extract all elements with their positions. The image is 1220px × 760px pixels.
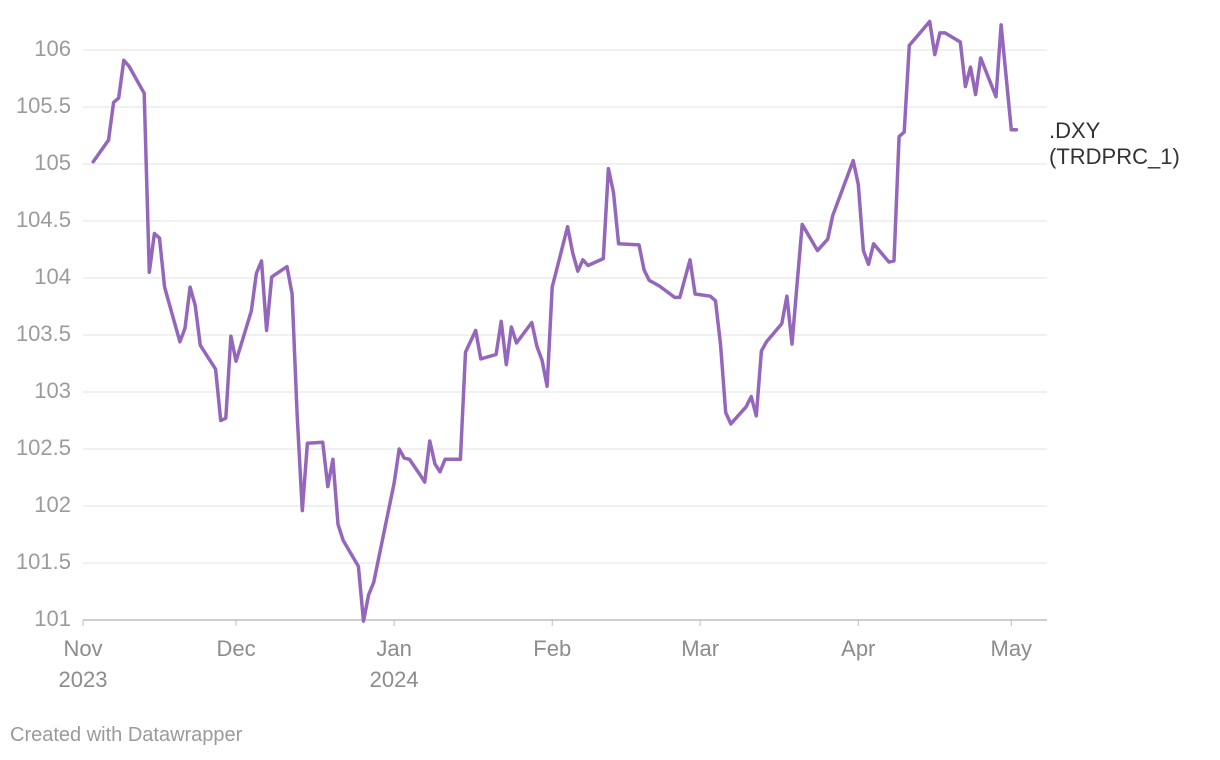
x-tick-year-2023: 2023 (59, 667, 108, 692)
y-tick-label-105.5: 105.5 (16, 93, 71, 118)
x-tick-label-feb: Feb (533, 636, 571, 661)
series-layer (91, 19, 1019, 623)
series-line-dxy (91, 19, 1019, 623)
x-tick-label-dec: Dec (216, 636, 255, 661)
x-tick-label-may: May (991, 636, 1033, 661)
series-label-name: .DXY (1049, 118, 1101, 143)
y-tick-label-103.5: 103.5 (16, 321, 71, 346)
series-labels: .DXY(TRDPRC_1) (1049, 118, 1180, 169)
y-tick-label-102: 102 (34, 492, 71, 517)
y-tick-label-106: 106 (34, 36, 71, 61)
y-tick-label-104: 104 (34, 264, 71, 289)
y-tick-label-101.5: 101.5 (16, 549, 71, 574)
y-tick-label-101: 101 (34, 606, 71, 631)
series-label-field: (TRDPRC_1) (1049, 144, 1180, 169)
x-tick-year-2024: 2024 (370, 667, 419, 692)
y-tick-label-104.5: 104.5 (16, 207, 71, 232)
y-axis-ticks: 101 101.5 102 102.5 103 103.5 104 104.5 105 105.5… (16, 36, 71, 631)
y-tick-label-102.5: 102.5 (16, 435, 71, 460)
x-tick-label-mar: Mar (681, 636, 719, 661)
x-axis-ticks: Nov 2023 Dec Jan 2024 Feb Mar Apr May (59, 620, 1033, 692)
y-tick-label-103: 103 (34, 378, 71, 403)
datawrapper-credit: Created with Datawrapper (10, 724, 243, 746)
x-tick-label-apr: Apr (841, 636, 875, 661)
x-tick-label-nov: Nov (63, 636, 102, 661)
y-tick-label-105: 105 (34, 150, 71, 175)
x-tick-label-jan: Jan (376, 636, 411, 661)
